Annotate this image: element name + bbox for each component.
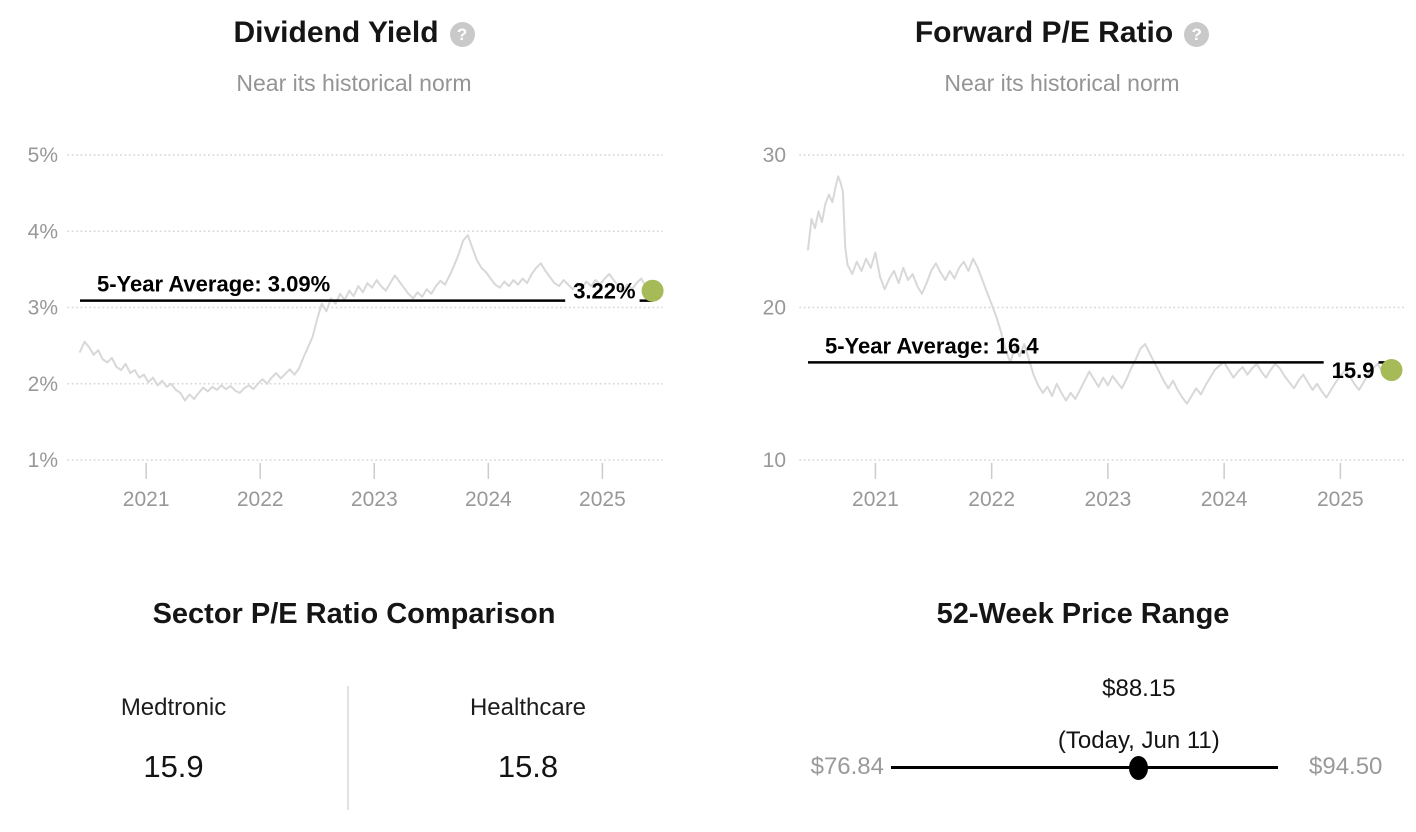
comparison-value: 15.9 [143,749,204,784]
help-icon[interactable]: ? [449,21,475,47]
series-line [807,175,1393,405]
current-date-label: (Today, Jun 11) [1057,727,1220,754]
series-line [79,234,654,402]
y-axis-label: 5% [28,144,58,167]
range-high-label: $94.50 [1309,753,1383,780]
help-icon[interactable]: ? [1184,21,1210,47]
x-axis-label: 2025 [579,488,626,511]
comparison-name: Healthcare [469,694,587,721]
price-range-title: 52-Week Price Range [936,598,1230,630]
forward-pe-header: Forward P/E Ratio ? Near its historical … [708,0,1416,97]
y-axis-label: 30 [763,144,786,167]
x-axis-label: 2024 [465,488,512,511]
forward-pe-chart: 30 20 10 2021 2022 2023 2024 2025 15.9 5-Year Ave… [763,144,1406,511]
comparison-cell-medtronic: Medtronic 15.9 [0,692,347,786]
dividend-yield-subtitle: Near its historical norm [236,70,472,96]
dividend-yield-title: Dividend Yield [233,16,439,49]
x-axis-label: 2022 [968,488,1015,511]
price-range-panel: 52-Week Price Range $88.15 (Today, Jun 1… [708,560,1416,832]
y-axis-label: 10 [763,449,786,472]
dividend-yield-chart: 5% 4% 3% 2% 1% 2021 2022 2023 2024 2025 3.22% 5-Yea… [28,144,664,511]
current-value-label: 3.22% [573,279,635,304]
current-price-label: $88.15 [1102,675,1176,702]
range-low-label: $76.84 [810,753,884,780]
x-axis-label: 2023 [351,488,398,511]
x-axis-label: 2021 [852,488,899,511]
sector-comparison-title: Sector P/E Ratio Comparison [152,598,556,630]
range-thumb [1129,756,1149,780]
comparison-value: 15.8 [497,749,559,784]
range-track [891,766,1278,769]
average-label: 5-Year Average: 3.09% [97,272,330,297]
current-value-dot [1380,359,1403,382]
comparison-cell-healthcare: Healthcare 15.8 [348,692,708,786]
x-axis-label: 2021 [123,488,170,511]
y-axis-label: 2% [28,373,58,396]
x-axis-label: 2024 [1201,488,1248,511]
y-axis-label: 20 [763,297,786,320]
y-axis-label: 3% [28,297,58,320]
forward-pe-title: Forward P/E Ratio [914,16,1174,49]
y-axis-label: 1% [28,449,58,472]
forward-pe-subtitle: Near its historical norm [944,70,1180,96]
vertical-divider [347,686,349,810]
dividend-yield-header: Dividend Yield ? Near its historical nor… [0,0,708,97]
current-value-label: 15.9 [1332,358,1375,383]
forward-pe-panel: 30 20 10 2021 2022 2023 2024 2025 15.9 5-Year Ave… [708,0,1416,560]
current-price-block: $88.15 (Today, Jun 11) [989,672,1289,758]
comparison-name: Medtronic [120,694,227,721]
current-value-dot [641,279,664,302]
x-axis-label: 2023 [1085,488,1132,511]
sector-comparison-panel: Sector P/E Ratio Comparison Medtronic 15… [0,560,708,832]
x-axis-label: 2025 [1317,488,1364,511]
x-axis-label: 2022 [237,488,284,511]
dividend-yield-panel: 5% 4% 3% 2% 1% 2021 2022 2023 2024 2025 3.22% 5-Yea… [0,0,708,560]
y-axis-label: 4% [28,220,58,243]
average-label: 5-Year Average: 16.4 [825,333,1039,358]
